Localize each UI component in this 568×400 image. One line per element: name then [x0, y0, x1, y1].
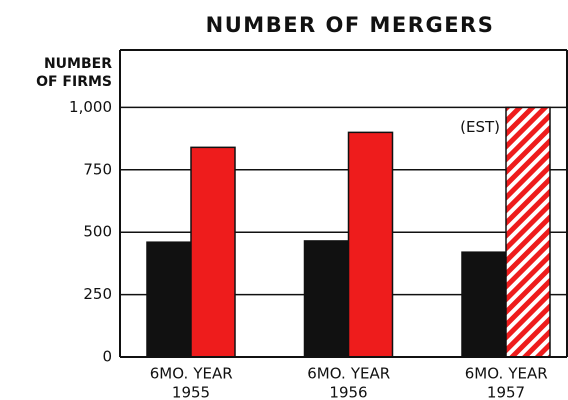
- bar-sub-label: YEAR: [350, 365, 390, 383]
- y-tick-label: 750: [83, 160, 112, 178]
- bar: [146, 241, 192, 358]
- bar: [303, 240, 350, 358]
- y-tick-label: 1,000: [69, 98, 112, 116]
- x-tick-label: 1955: [172, 384, 210, 400]
- bar-sub-label: 6MO.: [465, 365, 503, 383]
- y-axis-label: OF FIRMS: [36, 74, 112, 90]
- chart-title: NUMBER OF MERGERS: [206, 13, 495, 37]
- bar: [505, 106, 551, 358]
- bar-sub-label: YEAR: [507, 365, 547, 383]
- bar: [190, 146, 236, 358]
- bar: [461, 251, 507, 358]
- bar-sub-label: 6MO.: [150, 365, 188, 383]
- bar-sub-label: YEAR: [192, 365, 232, 383]
- x-tick-label: 1957: [487, 384, 525, 400]
- annotation: (EST): [460, 118, 500, 136]
- x-tick-label: 1956: [329, 384, 367, 400]
- y-tick-label: 0: [102, 348, 112, 366]
- y-tick-label: 500: [83, 223, 112, 241]
- bar: [347, 131, 394, 358]
- bar-sub-label: 6MO.: [307, 365, 345, 383]
- y-tick-label: 250: [83, 285, 112, 303]
- y-axis-label: NUMBER: [44, 56, 112, 72]
